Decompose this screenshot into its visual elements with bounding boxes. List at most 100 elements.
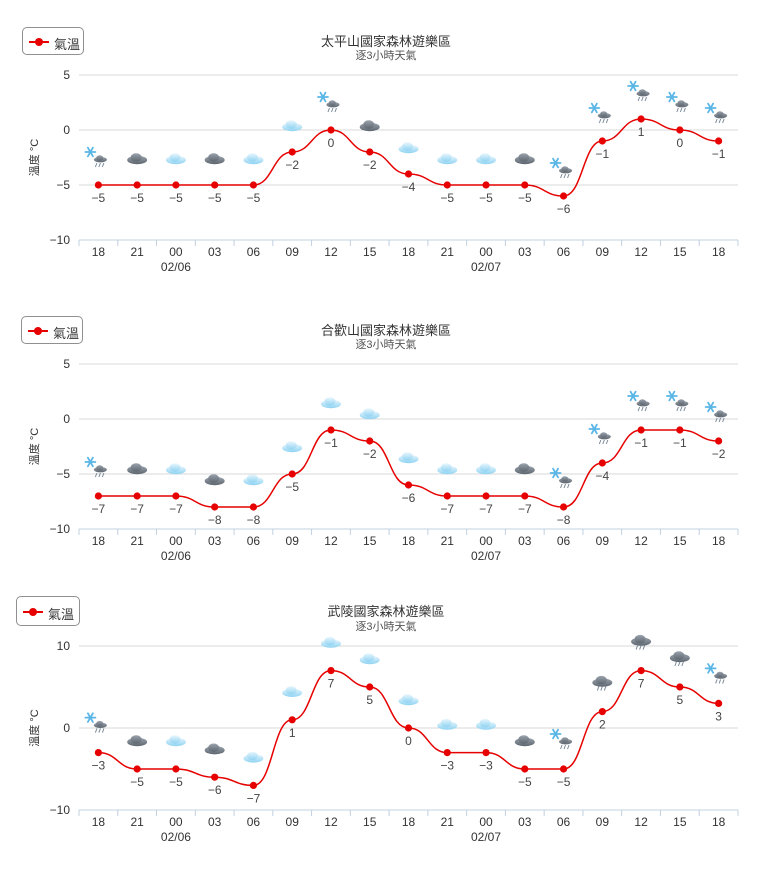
x-tick-label: 21 bbox=[130, 815, 144, 829]
data-label: −6 bbox=[208, 783, 222, 797]
data-point bbox=[288, 148, 296, 156]
data-point bbox=[172, 181, 180, 189]
x-tick-label: 12 bbox=[324, 815, 338, 829]
partly-cloudy-icon bbox=[320, 397, 341, 409]
data-point bbox=[715, 699, 723, 707]
data-point bbox=[443, 181, 451, 189]
data-label: 5 bbox=[677, 693, 684, 707]
x-date-label: 02/06 bbox=[161, 549, 191, 563]
data-point bbox=[482, 181, 490, 189]
x-tick-label: 15 bbox=[673, 534, 687, 548]
partly-cloudy-icon bbox=[243, 751, 264, 763]
data-point bbox=[404, 170, 413, 178]
data-label: 0 bbox=[405, 734, 412, 748]
x-tick-label: 15 bbox=[363, 815, 377, 829]
x-tick-label: 12 bbox=[324, 534, 338, 548]
x-tick-label: 12 bbox=[634, 534, 648, 548]
data-point bbox=[288, 470, 296, 478]
y-tick-label: 5 bbox=[63, 68, 70, 82]
cloudy-icon bbox=[127, 463, 148, 475]
data-label: 3 bbox=[715, 709, 722, 723]
partly-cloudy-icon bbox=[320, 636, 341, 648]
rain-icon bbox=[669, 651, 690, 667]
data-point bbox=[172, 492, 180, 500]
data-label: −2 bbox=[363, 158, 377, 172]
data-point bbox=[94, 492, 102, 500]
x-tick-label: 09 bbox=[596, 245, 610, 259]
x-tick-label: 18 bbox=[712, 245, 726, 259]
data-point bbox=[559, 503, 568, 511]
data-point bbox=[366, 683, 374, 691]
snow-icon bbox=[549, 467, 573, 489]
data-label: −8 bbox=[557, 513, 571, 527]
data-point bbox=[598, 137, 606, 145]
rain-icon bbox=[631, 634, 652, 650]
data-label: 1 bbox=[289, 726, 296, 740]
y-tick-label: 0 bbox=[63, 123, 70, 137]
chart-panel-2: 氣溫 合歡山國家森林遊樂區 逐3小時天氣 bbox=[0, 290, 772, 575]
snow-icon bbox=[588, 423, 611, 445]
snow-icon bbox=[665, 390, 689, 412]
y-axis-title: 溫度 °C bbox=[27, 139, 41, 176]
data-point bbox=[211, 773, 219, 781]
x-tick-label: 18 bbox=[92, 245, 106, 259]
x-tick-label: 18 bbox=[92, 534, 106, 548]
legend-swatch-icon bbox=[23, 608, 43, 616]
x-tick-label: 06 bbox=[247, 815, 261, 829]
data-label: −5 bbox=[169, 191, 183, 205]
data-point bbox=[482, 749, 490, 757]
chart-subtitle: 逐3小時天氣 bbox=[355, 621, 417, 633]
data-point bbox=[676, 426, 684, 434]
data-label: −5 bbox=[440, 191, 454, 205]
x-tick-label: 00 bbox=[169, 815, 183, 829]
x-date-label: 02/07 bbox=[471, 830, 501, 844]
x-tick-label: 03 bbox=[208, 534, 222, 548]
data-label: −8 bbox=[208, 513, 222, 527]
data-label: −2 bbox=[285, 158, 299, 172]
x-tick-label: 03 bbox=[518, 534, 532, 548]
data-label: −5 bbox=[518, 191, 532, 205]
data-point bbox=[559, 192, 568, 200]
data-label: −3 bbox=[92, 759, 106, 773]
partly-cloudy-icon bbox=[476, 463, 497, 475]
data-point bbox=[676, 126, 684, 134]
partly-cloudy-icon bbox=[359, 653, 380, 665]
partly-cloudy-icon bbox=[243, 153, 264, 165]
snow-icon bbox=[317, 91, 340, 113]
data-point bbox=[94, 749, 102, 757]
y-axis-title: 溫度 °C bbox=[27, 428, 41, 465]
chart-title: 武陵國家森林遊樂區 bbox=[327, 604, 445, 619]
x-tick-label: 00 bbox=[169, 534, 183, 548]
partly-cloudy-icon bbox=[437, 463, 458, 475]
x-tick-label: 03 bbox=[518, 815, 532, 829]
y-tick-label: −5 bbox=[56, 178, 70, 192]
data-label: −7 bbox=[169, 502, 183, 516]
legend-toggle-temperature[interactable]: 氣溫 bbox=[16, 596, 80, 626]
y-tick-label: 0 bbox=[63, 412, 70, 426]
partly-cloudy-icon bbox=[437, 153, 458, 165]
y-tick-label: 0 bbox=[63, 721, 70, 735]
data-label: −1 bbox=[595, 147, 609, 161]
data-label: −5 bbox=[557, 775, 571, 789]
x-tick-label: 06 bbox=[247, 534, 261, 548]
snow-icon bbox=[84, 456, 107, 478]
x-tick-label: 18 bbox=[402, 534, 416, 548]
cloudy-icon bbox=[204, 153, 225, 165]
data-label: −3 bbox=[479, 759, 493, 773]
chart-title: 太平山國家森林遊樂區 bbox=[320, 34, 451, 49]
legend-toggle-temperature[interactable]: 氣溫 bbox=[22, 27, 84, 55]
cloudy-icon bbox=[127, 735, 148, 747]
x-date-label: 02/06 bbox=[161, 830, 191, 844]
partly-cloudy-icon bbox=[282, 686, 303, 697]
data-point bbox=[133, 765, 141, 773]
partly-cloudy-icon bbox=[476, 718, 497, 730]
data-point bbox=[443, 749, 451, 757]
legend-toggle-temperature[interactable]: 氣溫 bbox=[21, 316, 83, 344]
cloudy-icon bbox=[514, 735, 535, 747]
data-point bbox=[482, 492, 490, 500]
data-point bbox=[521, 492, 529, 500]
x-tick-label: 21 bbox=[441, 815, 455, 829]
x-tick-label: 21 bbox=[441, 245, 455, 259]
snow-icon bbox=[704, 663, 728, 684]
